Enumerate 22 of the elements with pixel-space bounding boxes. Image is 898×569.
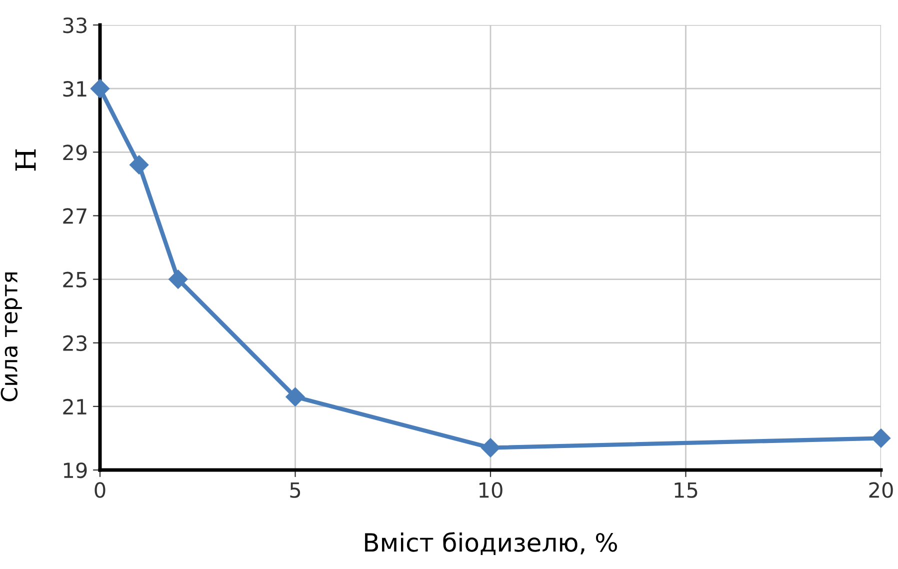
x-tick-label: 15	[674, 482, 698, 498]
y-tick-label: 21	[63, 398, 86, 414]
y-tick-label: 31	[63, 81, 86, 97]
x-axis-title: Вміст біодизелю, %	[365, 532, 617, 555]
x-tick-label: 10	[480, 482, 502, 498]
x-tick-label: 0	[94, 482, 106, 498]
y-tick-label: 29	[63, 144, 87, 160]
y-tick-label: 23	[63, 335, 87, 352]
x-tick-label: 5	[290, 482, 300, 498]
point	[168, 270, 188, 289]
text: Н	[15, 149, 36, 171]
y-tick-label: 19	[64, 462, 87, 478]
point	[286, 387, 305, 406]
point	[871, 428, 891, 448]
point	[480, 438, 500, 458]
point	[130, 155, 149, 174]
y-tick-label: 33	[63, 17, 87, 34]
y-axis-title: Сила тертя	[0, 272, 22, 402]
y-tick-label: 25	[63, 272, 86, 288]
point	[90, 79, 110, 98]
x-tick-label: 20	[869, 482, 893, 498]
y-tick-label: 27	[63, 208, 86, 224]
